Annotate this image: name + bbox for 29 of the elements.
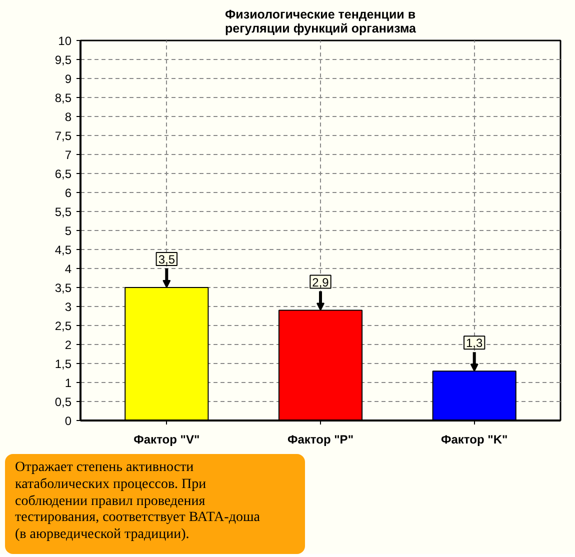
y-tick-label: 6 bbox=[64, 186, 72, 200]
x-tick-label: Фактор "V" bbox=[134, 432, 200, 446]
data-label: 1,3 bbox=[466, 336, 484, 350]
data-label: 3,5 bbox=[158, 252, 176, 266]
y-tick-label: 0 bbox=[64, 414, 72, 428]
y-tick-label: 4,5 bbox=[54, 243, 72, 257]
y-tick-label: 8 bbox=[64, 110, 72, 124]
y-tick-label: 10 bbox=[58, 34, 72, 48]
y-tick-label: 9 bbox=[64, 72, 72, 86]
y-tick-label: 1,5 bbox=[54, 357, 72, 371]
y-tick-label: 5 bbox=[64, 224, 72, 238]
y-tick-label: 3 bbox=[64, 300, 72, 314]
y-tick-label: 6,5 bbox=[54, 167, 72, 181]
x-tick-label: Фактор "K" bbox=[441, 432, 508, 446]
chart-title: Физиологические тенденции в регуляции функций организма bbox=[225, 8, 418, 36]
y-tick-label: 1 bbox=[64, 376, 72, 390]
y-tick-label: 9,5 bbox=[54, 53, 72, 67]
y-tick-label: 2 bbox=[64, 338, 72, 352]
y-tick-label: 2,5 bbox=[54, 319, 72, 333]
y-tick-label: 0,5 bbox=[54, 395, 72, 409]
y-tick-label: 4 bbox=[64, 262, 72, 276]
y-tick-label: 7,5 bbox=[54, 129, 72, 143]
y-tick-label: 7 bbox=[64, 148, 72, 162]
text: Отражает степень активности катаболических процессов. При соблюдении правил проведения тестирования, соответствует ВАТА-доша (в аюрведической традиции). bbox=[15, 460, 260, 544]
y-tick-label: 5,5 bbox=[54, 205, 72, 219]
y-tick-label: 8,5 bbox=[54, 91, 72, 105]
x-tick-label: Фактор "P" bbox=[287, 432, 354, 446]
y-tick-label: 3,5 bbox=[54, 281, 72, 295]
data-label: 2,9 bbox=[312, 275, 330, 290]
